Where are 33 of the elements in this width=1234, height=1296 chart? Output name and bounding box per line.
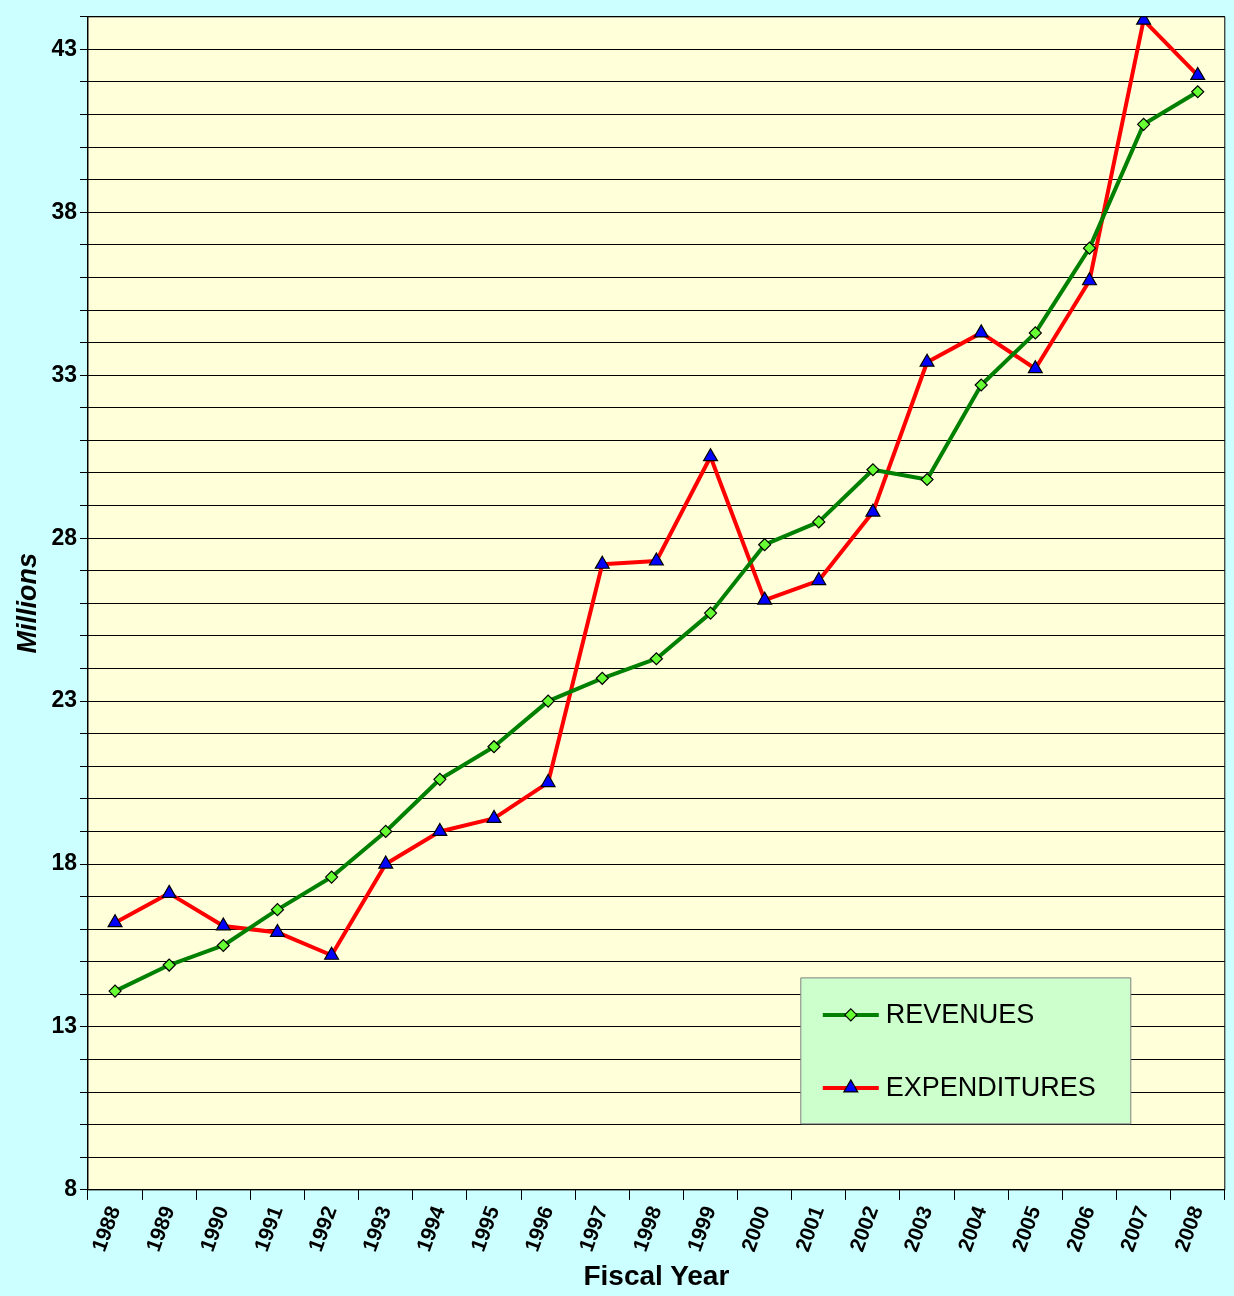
x-tick-label: 2008 [1169,1202,1208,1255]
x-tick-label: 2007 [1115,1202,1153,1255]
x-tick-label: 1988 [86,1202,125,1255]
y-tick-label: 18 [51,849,78,876]
y-axis-title: Millions [11,553,42,654]
x-tick-label: 1990 [194,1202,233,1255]
y-tick-label: 28 [51,523,78,550]
x-tick-label: 2000 [736,1202,774,1255]
x-tick-label: 1993 [357,1202,395,1255]
x-tick-label: 2002 [844,1202,883,1255]
x-tick-label: 1994 [411,1202,450,1255]
x-tick-label: 1996 [519,1202,558,1255]
x-tick-label: 2006 [1061,1202,1099,1255]
x-tick-label: 2005 [1006,1202,1045,1255]
y-tick-label: 38 [51,197,78,224]
legend-label: EXPENDITURES [885,1072,1096,1103]
y-tick-label: 23 [51,686,77,713]
x-tick-label: 1999 [682,1202,720,1255]
x-tick-label: 1998 [628,1202,666,1255]
x-tick-label: 2003 [898,1202,937,1255]
x-tick-label: 1995 [465,1202,504,1255]
y-tick-label: 13 [51,1012,77,1039]
y-tick-label: 8 [64,1175,78,1202]
x-tick-label: 1989 [140,1202,179,1255]
x-tick-label: 2001 [790,1202,829,1255]
legend-label: REVENUES [885,999,1035,1030]
x-tick-label: 1997 [573,1202,612,1255]
y-tick-label: 33 [51,360,77,387]
x-tick-label: 2004 [952,1202,991,1255]
x-tick-label: 1991 [249,1202,287,1255]
x-axis-title: Fiscal Year [583,1259,730,1291]
x-tick-label: 1992 [303,1202,341,1255]
y-tick-label: 43 [51,34,77,61]
